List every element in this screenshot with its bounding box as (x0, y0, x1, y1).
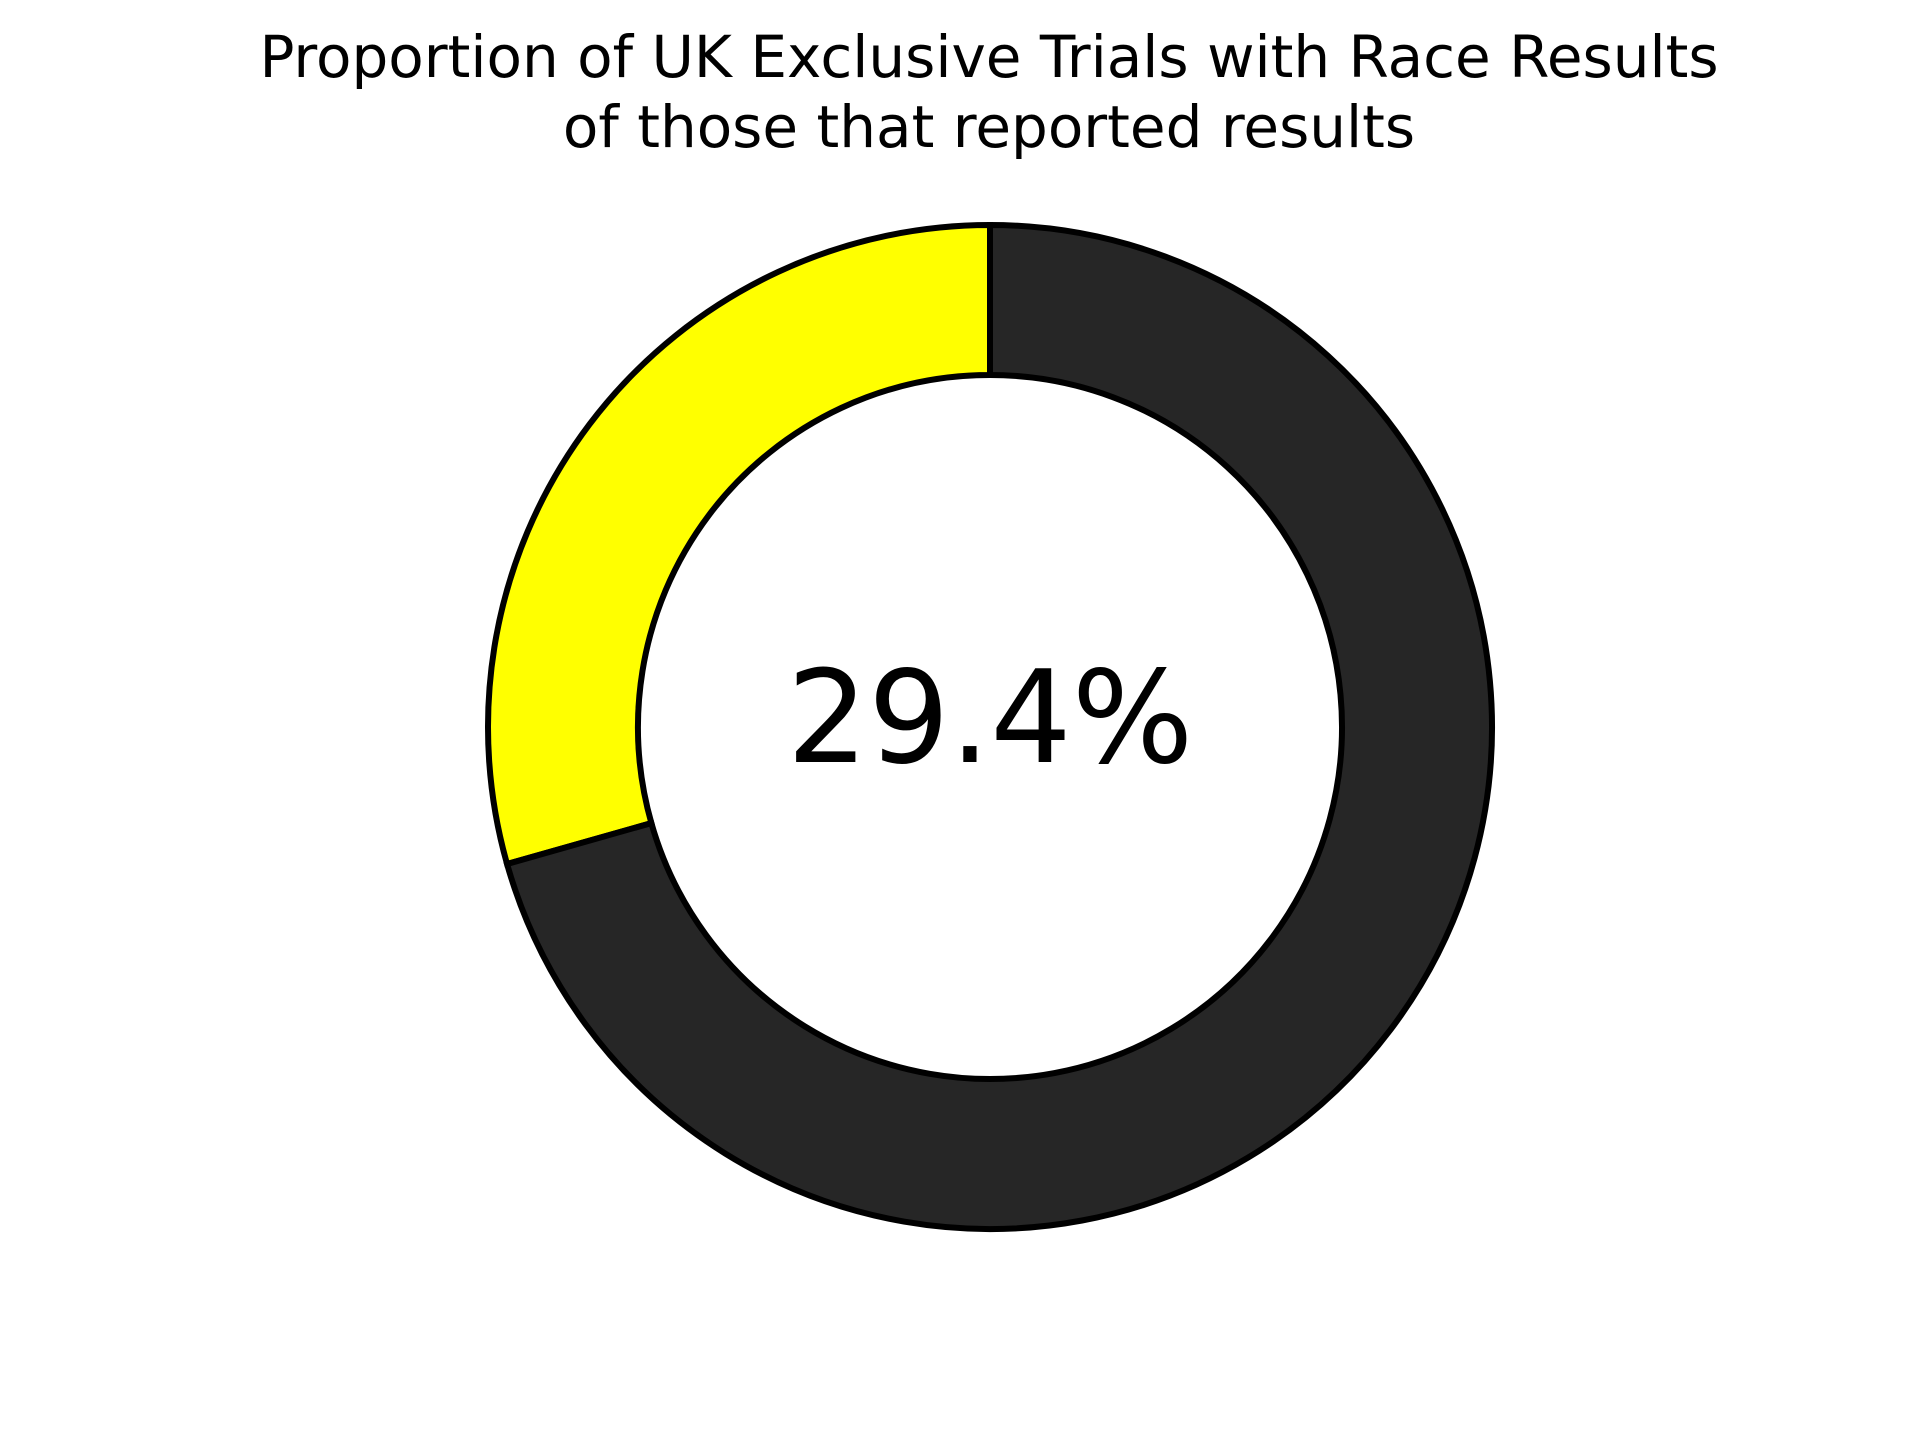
chart-title: Proportion of UK Exclusive Trials with R… (0, 22, 1920, 162)
chart-title-line-2: of those that reported results (562, 93, 1416, 161)
donut-slice-1 (485, 221, 993, 868)
chart-title-line-1: Proportion of UK Exclusive Trials with R… (259, 23, 1719, 91)
donut-slices (485, 221, 1495, 1232)
donut-center-label: 29.4% (787, 644, 1194, 793)
donut-slice-2 (503, 221, 1495, 1232)
